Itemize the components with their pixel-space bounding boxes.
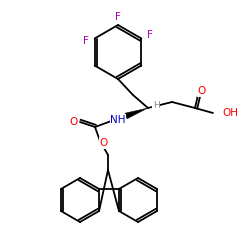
Text: OH: OH bbox=[222, 108, 238, 118]
Polygon shape bbox=[125, 108, 148, 119]
Text: NH: NH bbox=[110, 115, 126, 125]
Text: F: F bbox=[148, 30, 153, 40]
Text: O: O bbox=[100, 138, 108, 148]
Text: O: O bbox=[198, 86, 206, 96]
Text: F: F bbox=[115, 12, 121, 22]
Text: F: F bbox=[83, 36, 88, 46]
Text: O: O bbox=[69, 117, 77, 127]
Text: H: H bbox=[152, 100, 160, 110]
